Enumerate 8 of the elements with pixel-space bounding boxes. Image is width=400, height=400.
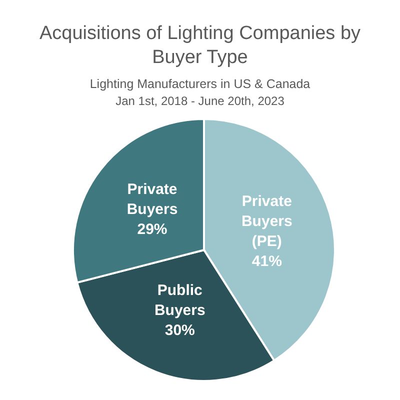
- chart-title: Acquisitions of Lighting Companies by Buyer Type: [38, 22, 362, 70]
- data-label: 30%: [164, 322, 195, 340]
- slice-label: Private Buyers (PE): [241, 192, 292, 250]
- slice-label: Private Buyers: [126, 180, 178, 218]
- chart-subtitle: Lighting Manufacturers in US & Canada Jan 1st, 2018 - June 20th, 2023: [88, 76, 312, 110]
- slice-label: Public Buyers: [154, 282, 206, 320]
- data-label: 41%: [252, 252, 282, 270]
- data-label: 29%: [137, 220, 168, 238]
